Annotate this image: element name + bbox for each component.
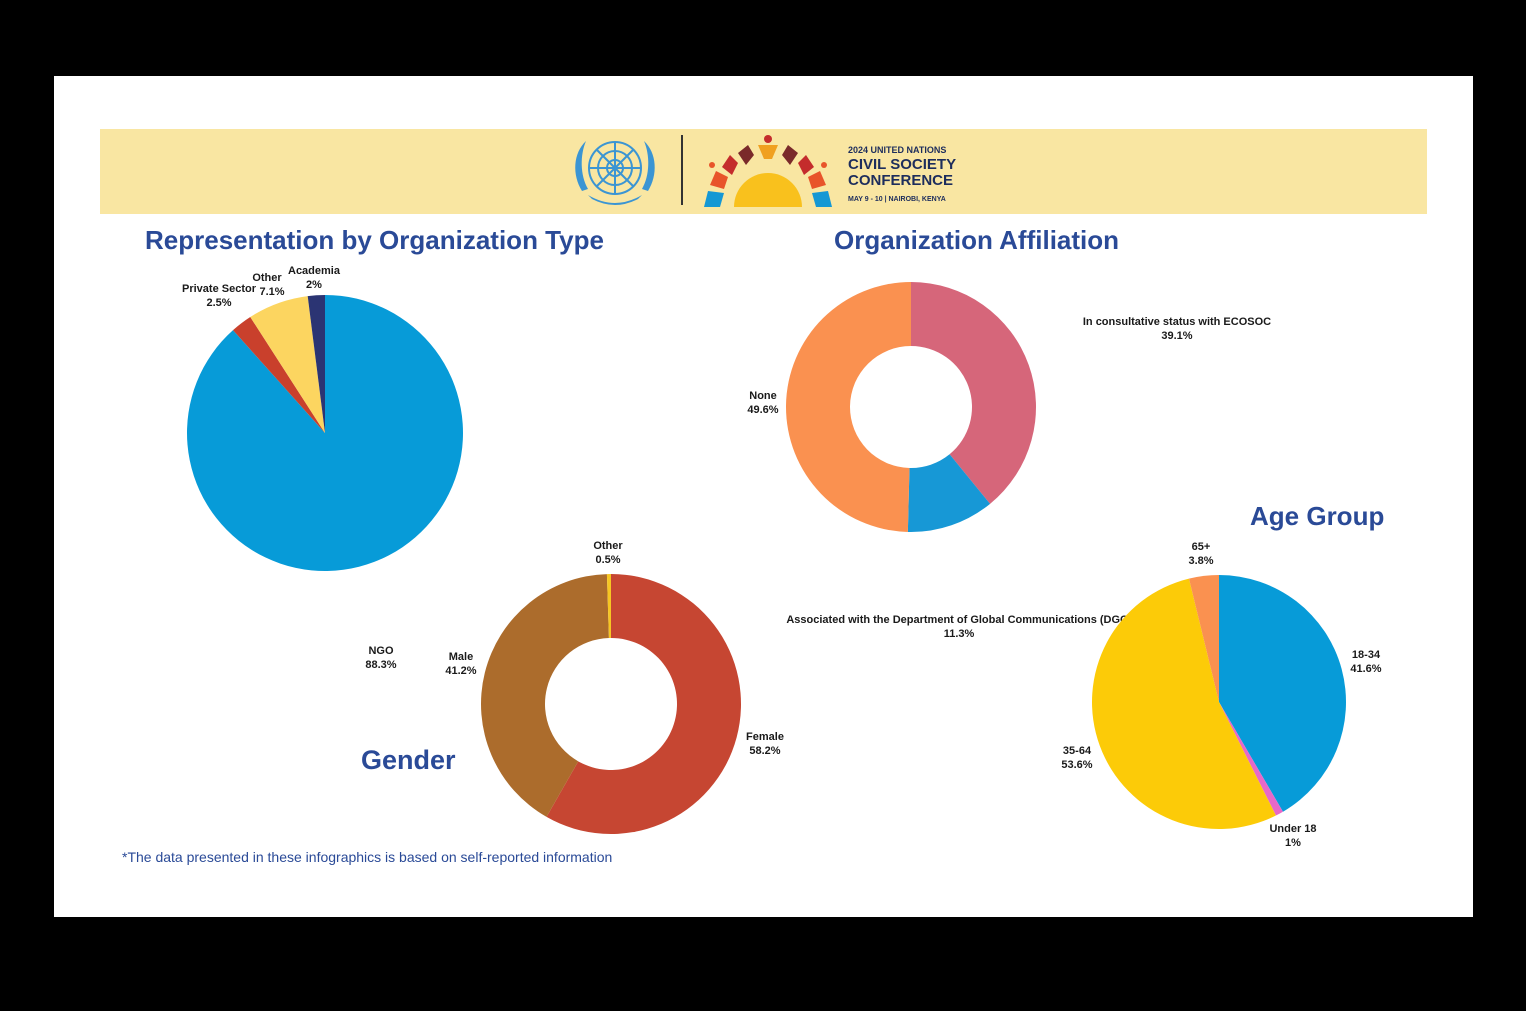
event-dates: MAY 9 - 10 | NAIROBI, KENYA — [848, 196, 946, 203]
affiliation-slice-associated-with-the-department-of-global-communications-dgc — [907, 454, 991, 532]
org-type-slice-academia — [307, 295, 325, 433]
gender-label-male: Male 41.2% — [445, 651, 476, 677]
gender-title: Gender — [361, 745, 456, 775]
event-name-line1: CIVIL SOCIETY — [848, 156, 956, 173]
event-name-line2: CONFERENCE — [848, 172, 953, 189]
affiliation-label-in-consultative-status-with-ecosoc: In consultative status with ECOSOC 39.1% — [1083, 316, 1271, 342]
infographic-slide: 2024 UNITED NATIONS CIVIL SOCIETY CONFER… — [54, 76, 1473, 917]
affiliation-chart: In consultative status with ECOSOC 39.1% A… — [747, 282, 1271, 640]
gender-slice-other — [606, 574, 611, 639]
gender-label-other: Other 0.5% — [593, 540, 623, 566]
age-label-35-64: 35-64 53.6% — [1061, 745, 1092, 771]
affiliation-title: Organization Affiliation — [834, 225, 1120, 255]
age-slice-under-18 — [1219, 702, 1283, 816]
org-type-slice-other — [250, 296, 325, 433]
age-slice-35-64 — [1092, 578, 1276, 829]
banner-divider — [681, 135, 683, 205]
event-year-line: 2024 UNITED NATIONS — [848, 145, 946, 155]
org-type-chart: NGO 88.3% Private Sector 2.5%Other 7.1%Acade… — [182, 265, 464, 671]
age-label-18-34: 18-34 41.6% — [1350, 649, 1381, 675]
conference-banner: 2024 UNITED NATIONS CIVIL SOCIETY CONFER… — [100, 129, 1427, 214]
org-type-label-private-sector: Private Sector 2.5% — [182, 283, 257, 309]
org-type-slice-private-sector — [233, 316, 325, 433]
un-emblem-icon — [575, 141, 655, 205]
age-label-under-18: Under 18 1% — [1269, 823, 1316, 849]
charts-canvas: NGO 88.3% Private Sector 2.5%Other 7.1%Acade… — [182, 265, 1382, 849]
affiliation-label-none: None 49.6% — [747, 390, 778, 416]
conference-name-text: 2024 UNITED NATIONS CIVIL SOCIETY CONFER… — [848, 145, 956, 203]
affiliation-label-associated-with-the-department-of-global-communications-dgc: Associated with the Department of Global… — [786, 614, 1132, 640]
data-source-footnote: *The data presented in these infographic… — [122, 849, 613, 865]
org-type-label-ngo: NGO 88.3% — [365, 645, 396, 671]
gender-slice-male — [481, 574, 609, 817]
age-slice-65 — [1188, 575, 1219, 702]
affiliation-slice-none — [786, 282, 911, 532]
affiliation-slice-in-consultative-status-with-ecosoc — [911, 282, 1037, 504]
org-type-label-other: Other 7.1% — [252, 272, 284, 298]
gender-slice-female — [546, 574, 741, 834]
age-group-title: Age Group — [1250, 501, 1385, 531]
conference-sunrise-logo-icon — [704, 135, 832, 207]
org-type-label-academia: Academia 2% — [288, 265, 341, 291]
age-label-65: 65+ 3.8% — [1188, 541, 1213, 567]
gender-chart: Female 58.2% Male 41.2% Other 0.5% — [445, 540, 784, 834]
age-chart: 18-34 41.6% Under 18 1% 35-64 53.6% 65+ 3.8% — [1061, 541, 1381, 849]
gender-label-female: Female 58.2% — [746, 731, 784, 757]
org-type-title: Representation by Organization Type — [145, 225, 604, 255]
age-slice-18-34 — [1219, 575, 1347, 812]
